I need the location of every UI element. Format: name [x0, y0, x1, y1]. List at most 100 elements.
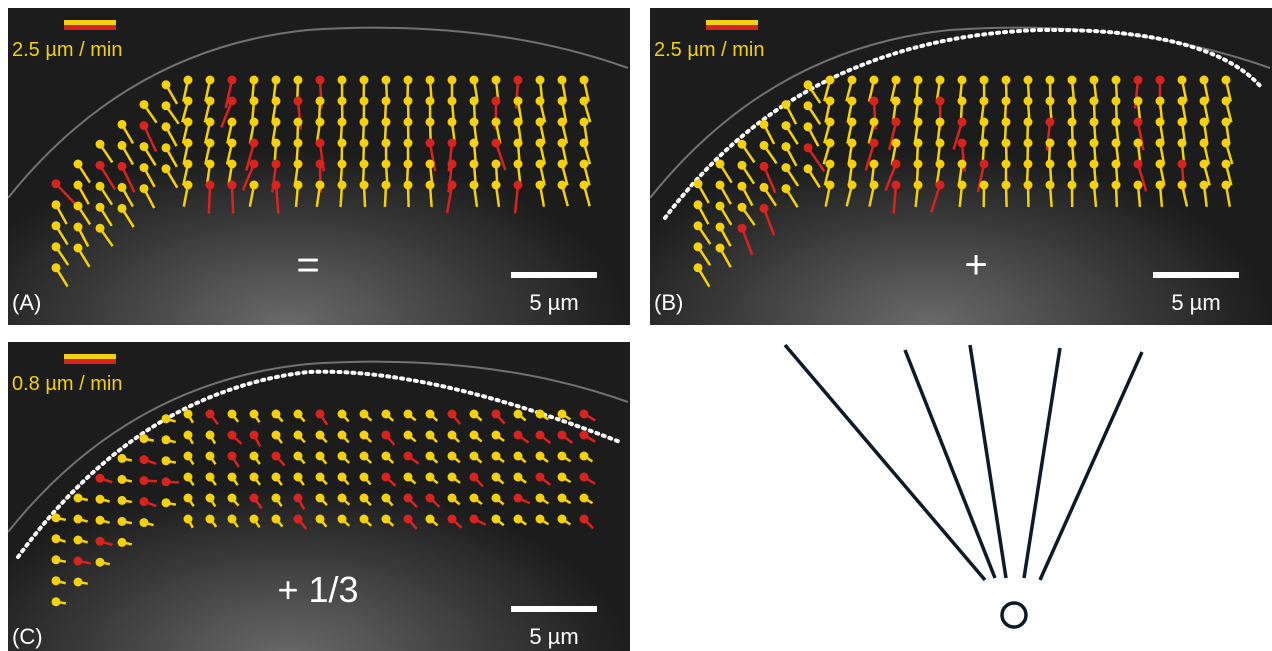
flow-dot — [294, 515, 303, 524]
flow-dot — [206, 494, 215, 503]
flow-dot — [848, 97, 857, 106]
flow-dot — [716, 223, 725, 232]
flow-dot — [206, 431, 215, 440]
flow-dot — [74, 557, 83, 566]
flow-dot — [426, 97, 435, 106]
flow-dot — [738, 203, 747, 212]
flow-dot — [514, 160, 523, 169]
flow-dot — [404, 160, 413, 169]
flow-dot — [316, 431, 325, 440]
flow-dot — [74, 223, 83, 232]
flow-dot — [448, 118, 457, 127]
flow-dot — [892, 97, 901, 106]
flow-dot — [382, 76, 391, 85]
flow-dot — [382, 160, 391, 169]
flow-dot — [580, 515, 589, 524]
flow-dot — [404, 431, 413, 440]
flow-dot — [580, 494, 589, 503]
flow-dot — [470, 76, 479, 85]
flow-dot — [294, 97, 303, 106]
flow-dot — [360, 97, 369, 106]
flow-dot — [316, 118, 325, 127]
flow-dot — [1134, 160, 1143, 169]
flow-dot — [52, 576, 61, 585]
speed-label: 0.8 µm / min — [12, 373, 122, 395]
flow-dot — [360, 118, 369, 127]
flow-dot — [96, 224, 105, 233]
flow-dot — [96, 161, 105, 170]
flow-dot — [140, 497, 149, 506]
flow-dot — [448, 76, 457, 85]
panel: 2.5 µm / min5 µm(B)+ — [650, 8, 1272, 325]
scale-label: 5 µm — [529, 624, 578, 649]
flow-dot — [914, 97, 923, 106]
flow-dot — [1112, 97, 1121, 106]
flow-dot — [892, 160, 901, 169]
flow-dot — [1200, 118, 1209, 127]
flow-dot — [338, 160, 347, 169]
flow-dot — [716, 160, 725, 169]
legend-bar-red — [706, 25, 758, 30]
flow-dot — [1156, 181, 1165, 190]
flow-dot — [1046, 118, 1055, 127]
flow-dot — [1046, 139, 1055, 148]
flow-dot — [426, 473, 435, 482]
panel-label: (A) — [12, 290, 41, 315]
flow-dot — [470, 452, 479, 461]
flow-dot — [536, 410, 545, 419]
flow-dot — [514, 181, 523, 190]
flow-dot — [52, 513, 61, 522]
flow-dot — [1002, 97, 1011, 106]
flow-dot — [316, 473, 325, 482]
flow-dot — [426, 118, 435, 127]
flow-dot — [848, 139, 857, 148]
flow-dot — [1002, 181, 1011, 190]
flow-dot — [118, 517, 127, 526]
flow-dot — [470, 494, 479, 503]
legend-bar-yellow — [706, 20, 758, 25]
flow-dot — [1068, 97, 1077, 106]
flow-dot — [514, 97, 523, 106]
flow-dot — [338, 452, 347, 461]
flow-dot — [716, 244, 725, 253]
flow-dot — [826, 118, 835, 127]
flow-dot — [760, 204, 769, 213]
flow-dot — [958, 97, 967, 106]
flow-dot — [448, 515, 457, 524]
flow-dot — [228, 97, 237, 106]
flow-dot — [848, 181, 857, 190]
flow-dot — [74, 494, 83, 503]
flow-dot — [338, 139, 347, 148]
flow-dot — [316, 97, 325, 106]
flow-dot — [514, 431, 523, 440]
flow-dot — [1024, 181, 1033, 190]
flow-dot — [536, 139, 545, 148]
flow-dot — [184, 160, 193, 169]
flow-dot — [936, 118, 945, 127]
flow-dot — [514, 452, 523, 461]
flow-dot — [448, 97, 457, 106]
flow-dot — [96, 140, 105, 149]
flow-dot — [536, 160, 545, 169]
flow-dot — [118, 120, 127, 129]
flow-dot — [404, 515, 413, 524]
legend-bar-red — [64, 359, 116, 364]
flow-dot — [980, 139, 989, 148]
flow-dot — [294, 139, 303, 148]
flow-dot — [250, 160, 259, 169]
flow-dot — [426, 410, 435, 419]
flow-dot — [716, 181, 725, 190]
flow-dot — [826, 97, 835, 106]
flow-dot — [580, 76, 589, 85]
flow-dot — [870, 118, 879, 127]
schematic-line — [970, 345, 1006, 578]
schematic-circle — [1002, 603, 1026, 627]
flow-dot — [316, 410, 325, 419]
flow-dot — [228, 494, 237, 503]
flow-dot — [404, 494, 413, 503]
flow-dot — [470, 139, 479, 148]
flow-dot — [870, 139, 879, 148]
flow-dot — [1156, 118, 1165, 127]
flow-dot — [228, 181, 237, 190]
flow-dot — [294, 452, 303, 461]
